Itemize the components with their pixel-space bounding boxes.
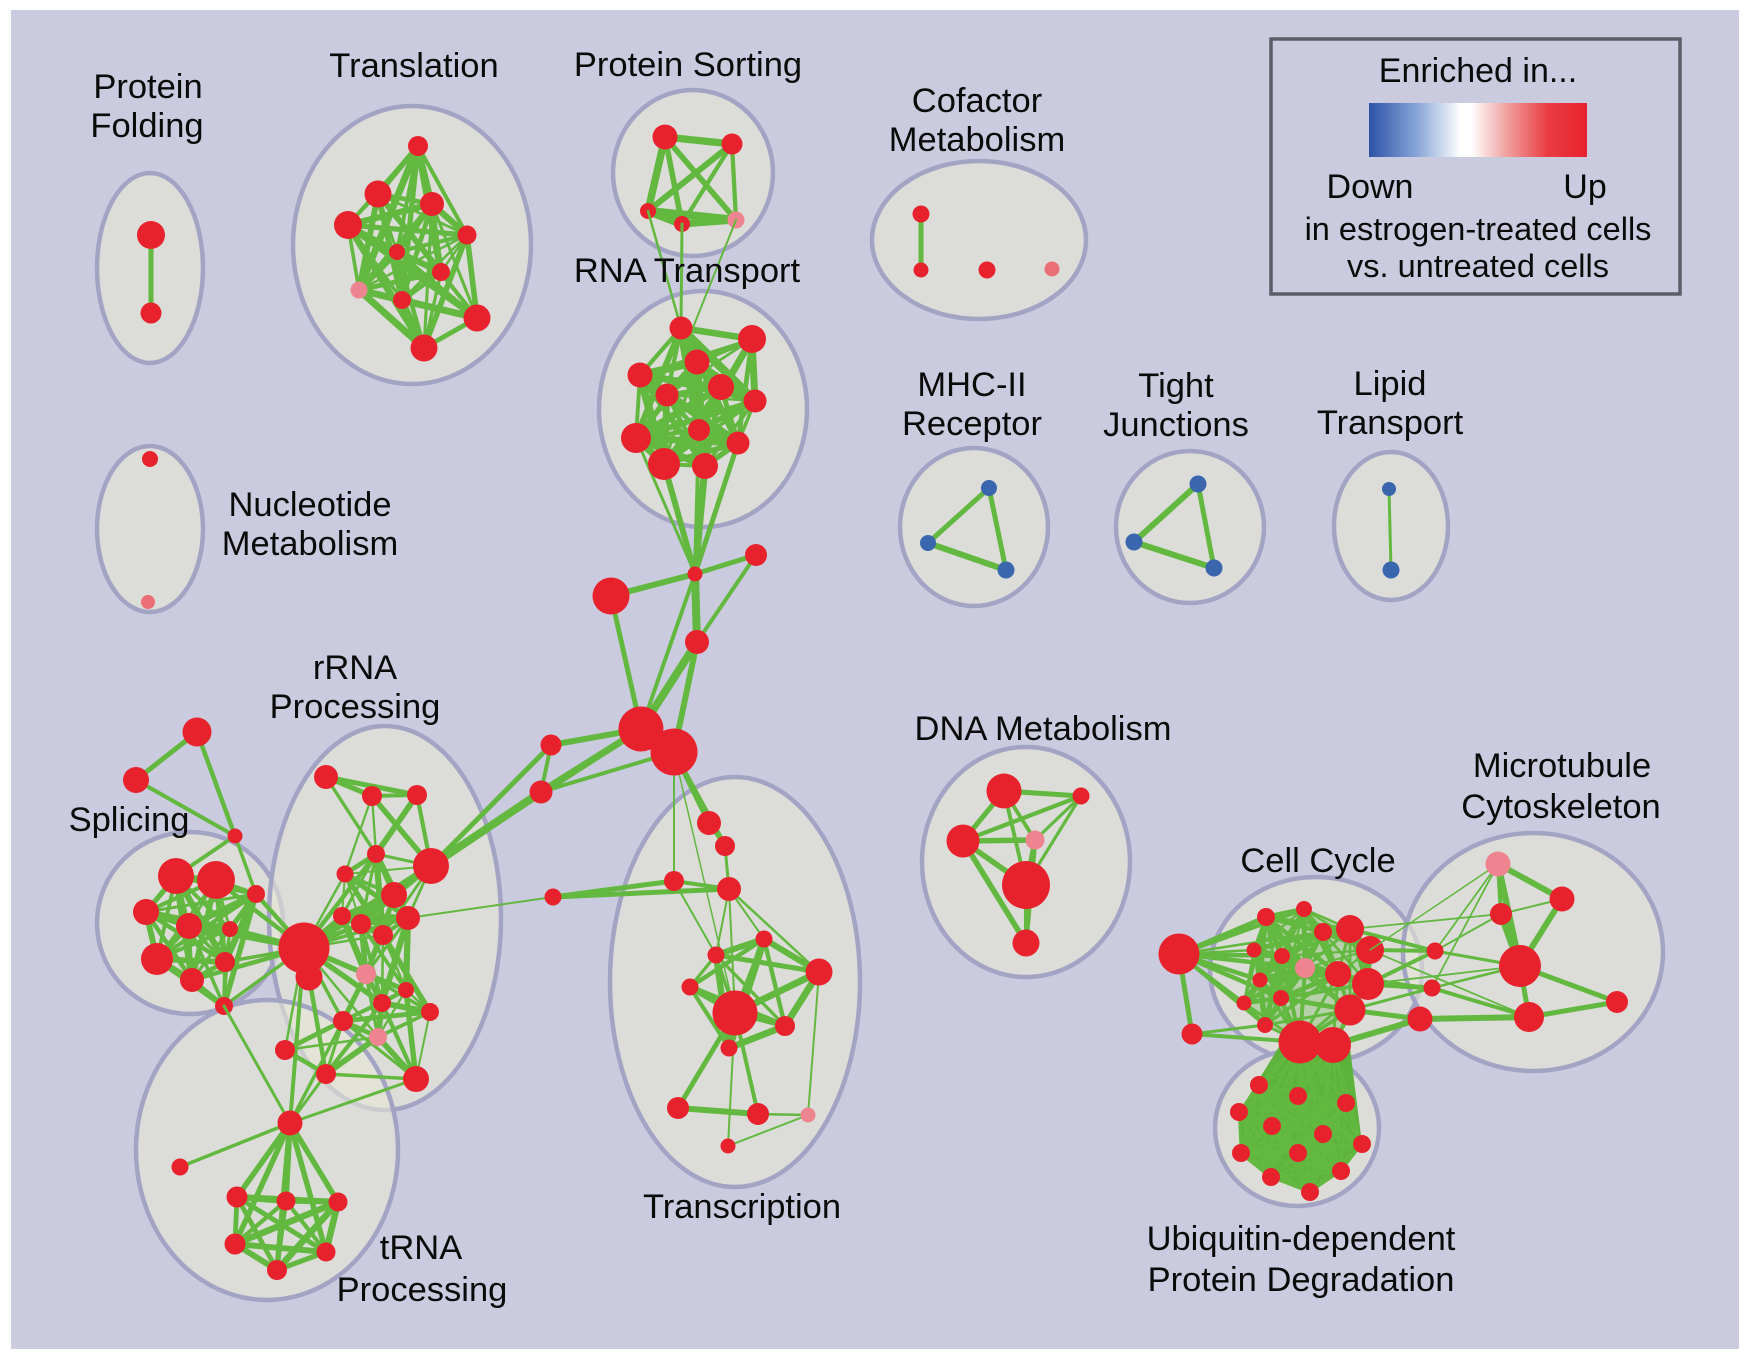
svg-text:Cell Cycle: Cell Cycle: [1240, 842, 1395, 880]
svg-text:Protein Degradation: Protein Degradation: [1148, 1261, 1455, 1299]
svg-text:DNA Metabolism: DNA Metabolism: [915, 710, 1172, 748]
svg-text:Microtubule: Microtubule: [1473, 747, 1651, 785]
svg-text:tRNA: tRNA: [380, 1229, 462, 1267]
svg-text:Folding: Folding: [90, 107, 203, 145]
svg-text:Receptor: Receptor: [902, 405, 1042, 443]
svg-text:rRNA: rRNA: [313, 649, 397, 687]
svg-text:Up: Up: [1563, 168, 1606, 206]
svg-text:Processing: Processing: [337, 1271, 508, 1309]
svg-text:Junctions: Junctions: [1103, 406, 1249, 444]
svg-text:Enriched in...: Enriched in...: [1379, 52, 1577, 90]
svg-text:Metabolism: Metabolism: [222, 525, 398, 563]
svg-text:Tight: Tight: [1138, 367, 1214, 405]
svg-text:MHC-II: MHC-II: [917, 366, 1026, 404]
svg-text:Cytoskeleton: Cytoskeleton: [1461, 788, 1660, 826]
svg-text:Protein Sorting: Protein Sorting: [574, 46, 802, 84]
svg-text:Splicing: Splicing: [69, 801, 190, 839]
svg-text:Nucleotide: Nucleotide: [228, 486, 391, 524]
svg-text:Metabolism: Metabolism: [889, 121, 1065, 159]
svg-text:Translation: Translation: [329, 47, 498, 85]
svg-text:Transcription: Transcription: [643, 1188, 841, 1226]
svg-text:Cofactor: Cofactor: [912, 82, 1042, 120]
svg-text:Protein: Protein: [93, 68, 202, 106]
svg-text:Lipid: Lipid: [1354, 365, 1427, 403]
svg-text:in estrogen-treated cells: in estrogen-treated cells: [1305, 211, 1652, 247]
svg-text:Down: Down: [1327, 168, 1414, 206]
svg-text:Transport: Transport: [1317, 404, 1464, 442]
svg-text:vs. untreated cells: vs. untreated cells: [1347, 248, 1609, 284]
svg-text:RNA Transport: RNA Transport: [574, 252, 801, 290]
svg-text:Processing: Processing: [270, 688, 441, 726]
svg-text:Ubiquitin-dependent: Ubiquitin-dependent: [1147, 1220, 1456, 1258]
